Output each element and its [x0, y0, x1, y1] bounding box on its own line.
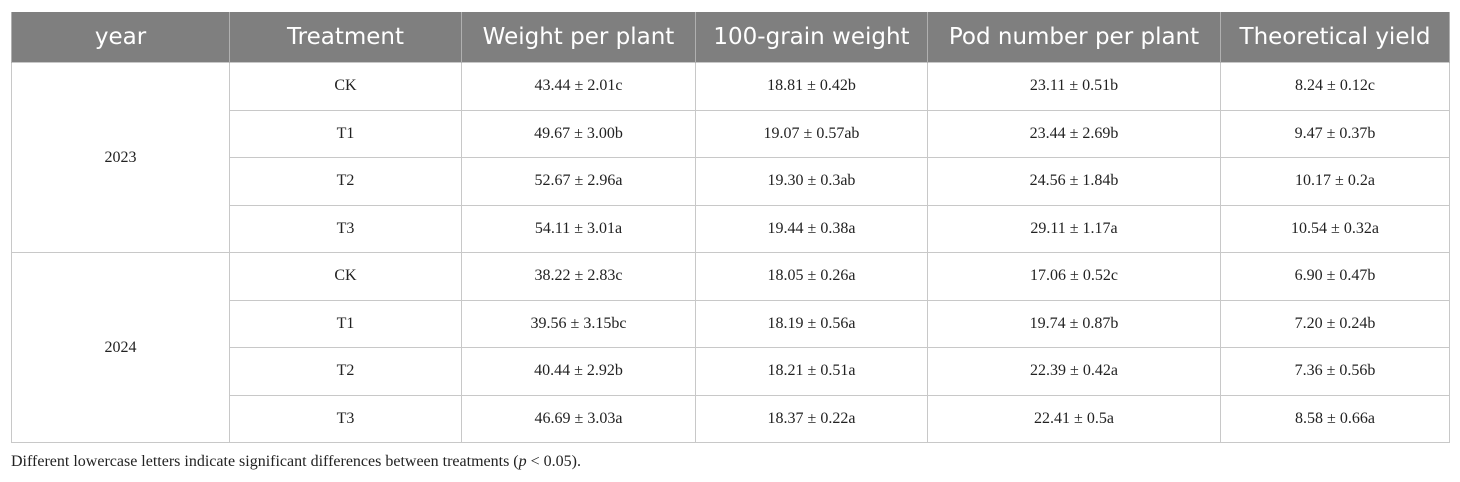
table-row: T1 49.67 ± 3.00b 19.07 ± 0.57ab 23.44 ± 2.6… [12, 109, 1450, 158]
header-cell: Pod number per plant [927, 12, 1221, 63]
value-cell: 29.11 ± 1.17a [927, 204, 1221, 253]
value-cell: 23.11 ± 0.51b [927, 62, 1221, 111]
treatment-cell: T3 [229, 394, 462, 443]
value-cell: 49.67 ± 3.00b [461, 109, 696, 158]
value-cell: 43.44 ± 2.01c [461, 62, 696, 111]
value-cell: 7.36 ± 0.56b [1220, 347, 1450, 396]
value-cell: 19.44 ± 0.38a [695, 204, 928, 253]
value-cell: 18.21 ± 0.51a [695, 347, 928, 396]
value-cell: 19.30 ± 0.3ab [695, 157, 928, 206]
year-cell: 2024 [11, 252, 230, 443]
year-cell: 2023 [11, 62, 230, 253]
table-row: 2024 CK 38.22 ± 2.83c 18.05 ± 0.26a 17.06 ± … [11, 252, 1450, 443]
treatment-cell: T1 [229, 109, 462, 158]
table-row: T1 39.56 ± 3.15bc 18.19 ± 0.56a 19.74 ± 0.8… [12, 299, 1450, 348]
value-cell: 7.20 ± 0.24b [1220, 299, 1450, 348]
header-cell: 100-grain weight [695, 12, 928, 63]
value-cell: 17.06 ± 0.52c [927, 252, 1221, 301]
value-cell: 19.74 ± 0.87b [927, 299, 1221, 348]
value-cell: 10.17 ± 0.2a [1220, 157, 1450, 206]
value-cell: 38.22 ± 2.83c [461, 252, 696, 301]
header-row: year Treatment Weight per plant 100-grain w… [11, 12, 1450, 63]
value-cell: 39.56 ± 3.15bc [461, 299, 696, 348]
header-cell: Theoretical yield [1220, 12, 1450, 63]
table-row: T2 40.44 ± 2.92b 18.21 ± 0.51a 22.39 ± 0.42… [12, 347, 1450, 396]
treatment-cell: T2 [229, 157, 462, 206]
value-cell: 8.58 ± 0.66a [1220, 394, 1450, 443]
header-cell: Treatment [229, 12, 462, 63]
table-row: 2023 CK 43.44 ± 2.01c 18.81 ± 0.42b 23.11 ± … [11, 62, 1450, 253]
value-cell: 9.47 ± 0.37b [1220, 109, 1450, 158]
value-cell: 19.07 ± 0.57ab [695, 109, 928, 158]
value-cell: 22.39 ± 0.42a [927, 347, 1221, 396]
treatment-cell: T3 [229, 204, 462, 253]
data-table: year Treatment Weight per plant 100-grain w… [11, 12, 1450, 443]
value-cell: 6.90 ± 0.47b [1220, 252, 1450, 301]
table-row: T3 46.69 ± 3.03a 18.37 ± 0.22a 22.41 ± 0.5a… [12, 394, 1450, 443]
header-cell: Weight per plant [461, 12, 696, 63]
header-cell: year [11, 12, 230, 63]
footnote: Different lowercase letters indicate sig… [11, 453, 581, 471]
value-cell: 18.81 ± 0.42b [695, 62, 928, 111]
footnote-text: Different lowercase letters indicate sig… [11, 453, 519, 470]
value-cell: 22.41 ± 0.5a [927, 394, 1221, 443]
treatment-cell: CK [229, 252, 462, 301]
table-row: T2 52.67 ± 2.96a 19.30 ± 0.3ab 24.56 ± 1.84… [12, 157, 1450, 206]
treatment-cell: T2 [229, 347, 462, 396]
value-cell: 18.19 ± 0.56a [695, 299, 928, 348]
value-cell: 52.67 ± 2.96a [461, 157, 696, 206]
value-cell: 46.69 ± 3.03a [461, 394, 696, 443]
value-cell: 40.44 ± 2.92b [461, 347, 696, 396]
table-header: year Treatment Weight per plant 100-grain w… [11, 12, 1450, 63]
table-row: T3 54.11 ± 3.01a 19.44 ± 0.38a 29.11 ± 1.17… [12, 204, 1450, 253]
table-body: 2023 CK 43.44 ± 2.01c 18.81 ± 0.42b 23.11 ± … [11, 62, 1450, 443]
footnote-text: < 0.05). [526, 453, 581, 470]
treatment-cell: CK [229, 62, 462, 111]
value-cell: 54.11 ± 3.01a [461, 204, 696, 253]
value-cell: 8.24 ± 0.12c [1220, 62, 1450, 111]
footnote-italic: p [518, 453, 527, 470]
value-cell: 18.05 ± 0.26a [695, 252, 928, 301]
value-cell: 23.44 ± 2.69b [927, 109, 1221, 158]
value-cell: 10.54 ± 0.32a [1220, 204, 1450, 253]
value-cell: 18.37 ± 0.22a [695, 394, 928, 443]
treatment-cell: T1 [229, 299, 462, 348]
value-cell: 24.56 ± 1.84b [927, 157, 1221, 206]
